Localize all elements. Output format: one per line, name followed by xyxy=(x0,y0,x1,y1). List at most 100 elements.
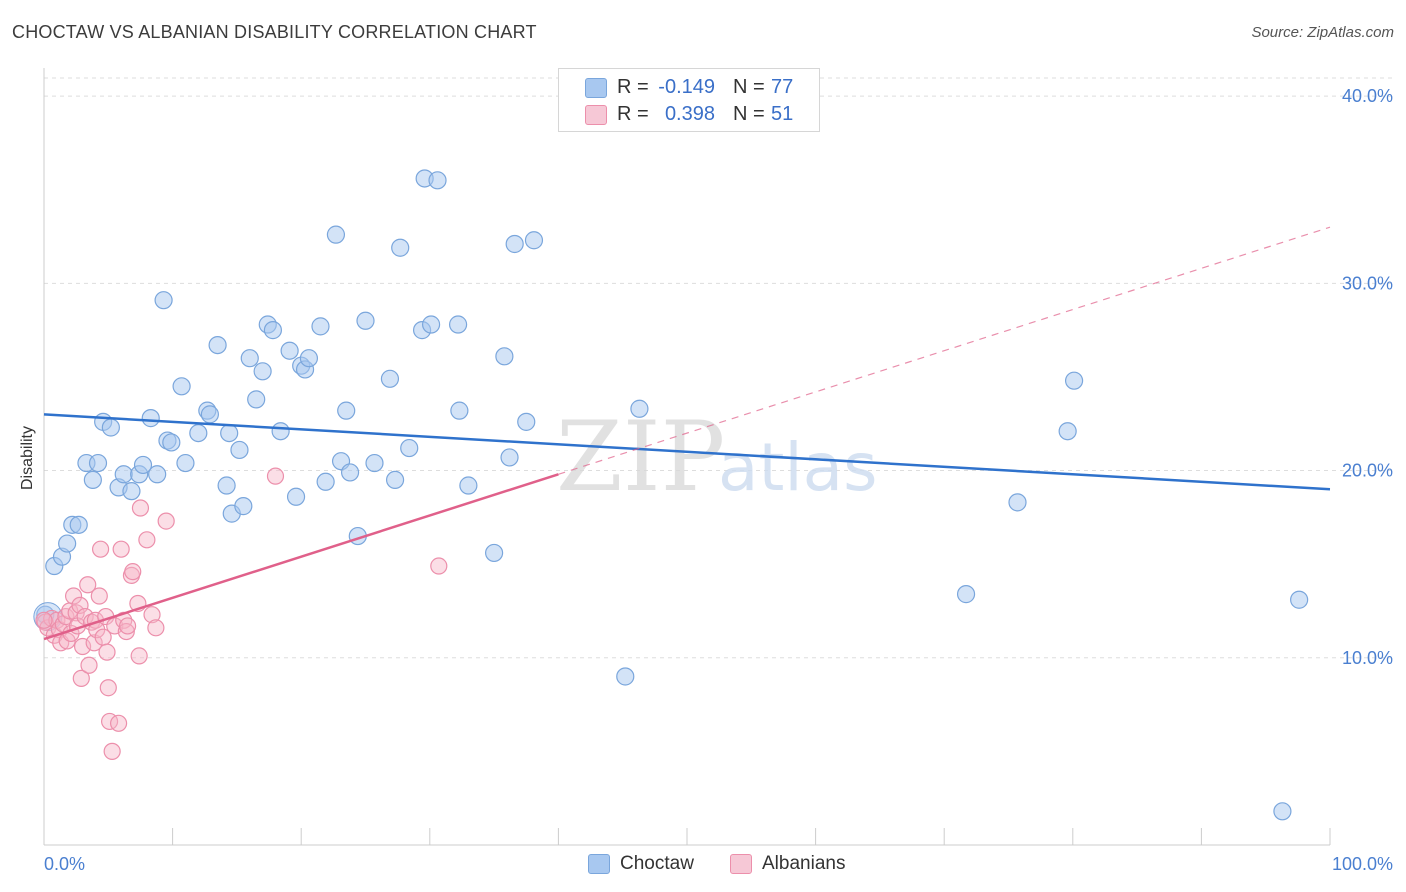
choctaw-point xyxy=(122,482,141,501)
choctaw-point xyxy=(400,438,419,458)
albanian-point xyxy=(143,606,161,624)
albanian-point xyxy=(72,669,90,687)
choctaw-point xyxy=(428,171,447,190)
choctaw-point xyxy=(154,291,173,310)
axes xyxy=(43,68,1331,846)
legend-label-choctaw: Choctaw xyxy=(620,853,694,874)
choctaw-point xyxy=(500,448,519,467)
choctaw-point xyxy=(208,335,227,355)
legend-r-value: -0.149 xyxy=(658,76,715,98)
choctaw-point xyxy=(1290,590,1309,609)
albanian-point xyxy=(91,540,110,558)
choctaw-point xyxy=(217,476,236,495)
choctaw-point xyxy=(83,470,102,490)
legend-row-choctaw: R = -0.149 N = 77 xyxy=(559,73,819,101)
choctaw-point xyxy=(271,422,290,441)
choctaw-point xyxy=(247,390,266,409)
albanian-point xyxy=(90,587,108,605)
legend-swatch-choctaw xyxy=(588,854,610,874)
choctaw-point xyxy=(311,317,330,336)
albanian-point xyxy=(112,540,130,558)
x-tick-label: 100.0% xyxy=(1332,854,1393,874)
choctaw-point xyxy=(337,401,356,420)
y-tick-label: 20.0% xyxy=(1342,461,1393,481)
albanian-point xyxy=(35,611,53,629)
choctaw-point xyxy=(495,347,514,366)
choctaw-point xyxy=(240,349,259,368)
choctaw-point xyxy=(1273,802,1292,821)
albanian-point xyxy=(117,622,135,641)
choctaw-point xyxy=(162,433,181,452)
choctaw-point xyxy=(356,311,375,330)
albanian-points xyxy=(35,467,448,760)
choctaw-point xyxy=(114,465,133,484)
albanian-point xyxy=(138,531,156,549)
gridlines xyxy=(44,77,1395,659)
choctaw-point xyxy=(956,585,976,604)
x-tick-label: 0.0% xyxy=(44,854,85,874)
albanian-point xyxy=(266,467,285,485)
choctaw-point xyxy=(189,423,208,443)
legend-r-label: R = xyxy=(617,103,649,125)
legend-n-value: 51 xyxy=(771,103,794,125)
legend-r-value: 0.398 xyxy=(664,103,715,125)
albanian-point xyxy=(71,596,89,614)
series-legend: Choctaw Albanians xyxy=(0,852,1406,878)
choctaw-point xyxy=(148,465,167,484)
choctaw-point xyxy=(450,401,469,420)
albanian-point xyxy=(147,619,165,637)
albanian-point xyxy=(157,512,175,530)
choctaw-point xyxy=(263,321,283,340)
choctaw-point xyxy=(220,423,239,443)
choctaw-point xyxy=(172,377,191,396)
choctaw-point xyxy=(133,455,153,475)
tick-labels: 10.0% 20.0% 30.0% 40.0% 0.0% 100.0% xyxy=(44,86,1393,874)
legend-r-label: R = xyxy=(617,76,649,98)
choctaw-point xyxy=(326,225,346,244)
choctaw-point xyxy=(448,315,468,334)
y-tick-label: 10.0% xyxy=(1342,648,1393,668)
legend-n-value: 77 xyxy=(771,76,794,98)
albanian-point xyxy=(124,563,142,581)
albanian-point xyxy=(99,679,117,697)
choctaw-point xyxy=(517,412,536,431)
watermark-atlas: atlas xyxy=(718,429,878,506)
choctaw-point xyxy=(524,231,544,250)
legend-swatch-albanians xyxy=(585,105,607,125)
legend-n-label: N = xyxy=(733,103,765,125)
choctaw-trend-line xyxy=(43,413,1331,491)
choctaw-point xyxy=(391,238,410,257)
choctaw-point xyxy=(200,405,219,424)
chart-title: CHOCTAW VS ALBANIAN DISABILITY CORRELATI… xyxy=(12,22,537,42)
choctaw-point xyxy=(1058,422,1077,441)
legend-swatch-choctaw xyxy=(585,78,607,98)
albanian-point xyxy=(118,617,137,635)
choctaw-point xyxy=(421,315,441,334)
watermark-zip: ZIP xyxy=(556,401,725,513)
legend-n-label: N = xyxy=(733,76,765,98)
choctaw-point xyxy=(340,463,360,482)
correlation-legend: R = -0.149 N = 77 R = 0.398 N = 51 xyxy=(558,68,820,132)
albanian-point xyxy=(130,647,148,665)
y-tick-label: 30.0% xyxy=(1342,273,1393,293)
albanian-point xyxy=(64,587,83,605)
choctaw-point xyxy=(141,409,160,428)
albanian-point xyxy=(430,557,448,575)
choctaw-point xyxy=(299,349,319,368)
albanian-trend-extension xyxy=(558,226,1331,475)
legend-swatch-albanians xyxy=(730,854,752,874)
choctaw-point xyxy=(316,472,335,491)
watermark: ZIP atlas xyxy=(556,401,878,513)
albanian-point xyxy=(80,656,98,674)
choctaw-point xyxy=(88,453,108,473)
legend-label-albanians: Albanians xyxy=(762,853,846,874)
albanian-point xyxy=(131,499,150,517)
albanian-point xyxy=(103,742,121,760)
albanian-point xyxy=(85,634,103,652)
albanian-point xyxy=(79,576,97,594)
choctaw-point xyxy=(101,418,120,437)
choctaw-point xyxy=(1064,371,1084,390)
legend-row-albanians: R = 0.398 N = 51 xyxy=(559,100,819,128)
choctaw-point xyxy=(58,534,77,553)
